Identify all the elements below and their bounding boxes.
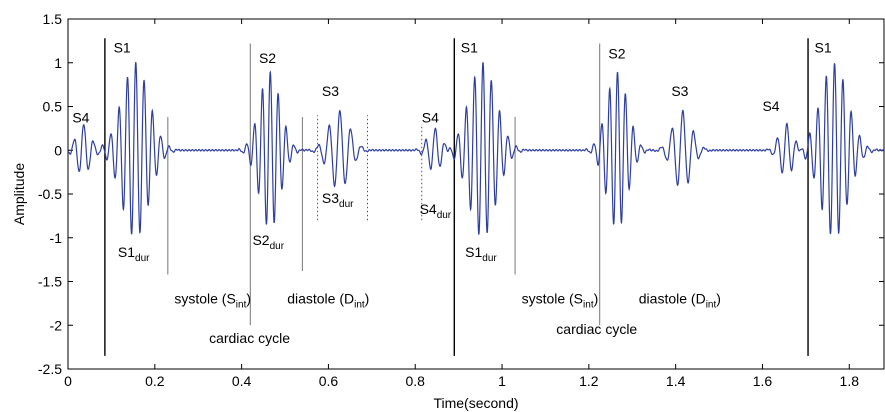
- y-tick-label: -1.5: [38, 274, 62, 290]
- annotation-label: S1: [114, 39, 131, 55]
- x-tick-label: 0.6: [319, 373, 339, 389]
- annotation-label: systole (Sint): [174, 290, 251, 310]
- annotation-label: cardiac cycle: [209, 330, 290, 346]
- annotation-label: S1: [815, 39, 832, 55]
- annotation-label: S3: [671, 83, 688, 99]
- y-tick-label: 1: [54, 55, 62, 71]
- y-tick-label: -1: [50, 230, 63, 246]
- plot-frame: [67, 18, 885, 370]
- y-tick-label: -0.5: [38, 186, 62, 202]
- plot-axes: 0 0.2 0.4 0.6 0.8 1 1.2 1.4 1.6 1.8 1.5 1 0.5 0 -0.5 -1…: [11, 11, 885, 411]
- annotation-label: S1: [461, 39, 478, 55]
- annotation-label: S1dur: [465, 244, 497, 264]
- annotation-label: S3dur: [322, 190, 354, 210]
- annotation-label: S2: [608, 45, 625, 61]
- annotation-label: S4dur: [420, 201, 452, 221]
- y-tick-label: -2.5: [38, 361, 62, 377]
- plot-marks: [67, 38, 885, 356]
- annotation-label: S3: [322, 83, 339, 99]
- annotation-label: systole (Sint): [522, 290, 599, 310]
- annotation-label: S4: [422, 109, 439, 125]
- annotation-label: S4: [762, 98, 779, 114]
- annotation-label: cardiac cycle: [556, 321, 637, 337]
- y-tick-label: 0.5: [43, 99, 63, 115]
- annotation-label: S2dur: [252, 232, 284, 252]
- y-tick-label: -2: [50, 317, 63, 333]
- x-tick-label: 0.2: [145, 373, 165, 389]
- x-tick-label: 0.8: [405, 373, 425, 389]
- plot-annotations: S4 S1 S1dur systole (Sint) S2 S2dur diastole (…: [72, 39, 832, 346]
- series-line: [67, 62, 885, 236]
- y-axis-label: Amplitude: [11, 163, 27, 225]
- annotation-label: S4: [72, 109, 89, 125]
- x-axis-label: Time(second): [433, 395, 518, 411]
- x-tick-label: 1.8: [840, 373, 860, 389]
- annotation-label: S2: [259, 50, 276, 66]
- x-tick-label: 0.4: [232, 373, 252, 389]
- x-tick-label: 1.6: [753, 373, 773, 389]
- x-tick-label: 0: [64, 373, 72, 389]
- x-tick-label: 1.4: [666, 373, 686, 389]
- annotation-label: diastole (Dint): [639, 290, 721, 310]
- annotation-label: S1dur: [118, 244, 150, 264]
- annotation-label: diastole (Dint): [287, 290, 369, 310]
- x-tick-label: 1: [498, 373, 506, 389]
- y-tick-label: 0: [54, 142, 62, 158]
- y-tick-label: 1.5: [43, 11, 63, 27]
- x-tick-label: 1.2: [579, 373, 599, 389]
